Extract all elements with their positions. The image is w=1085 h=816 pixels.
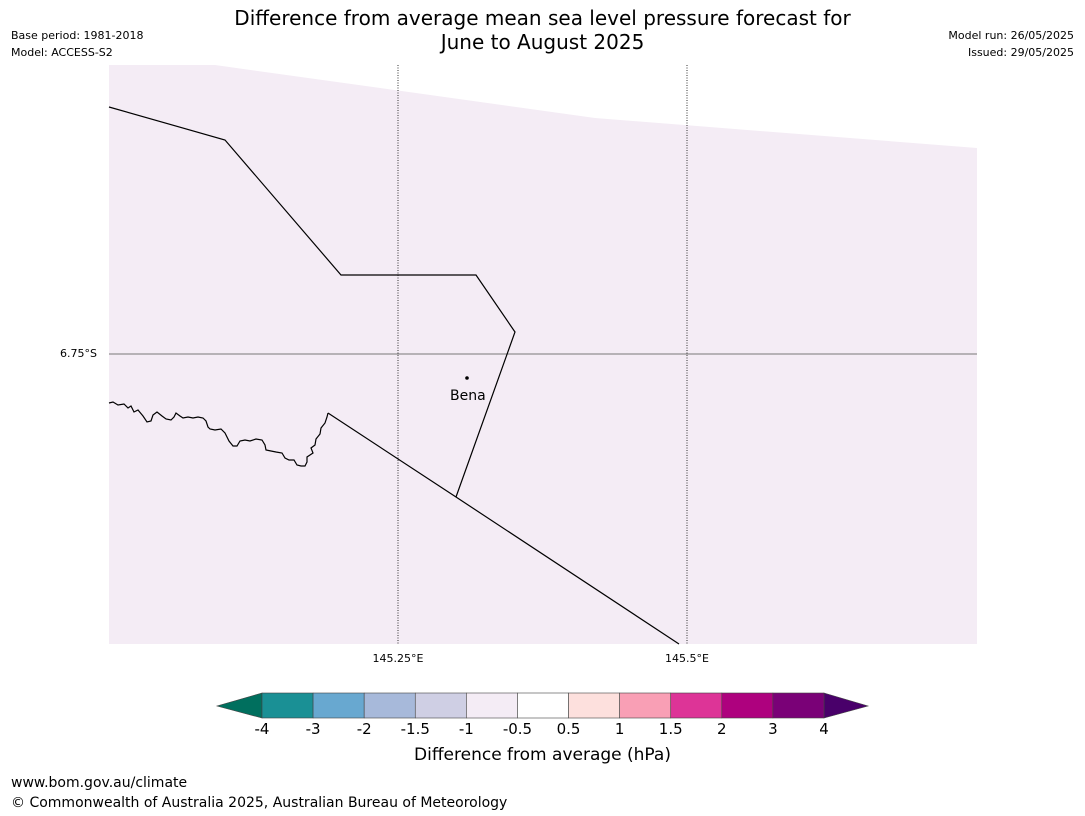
lat-label: 6.75°S: [60, 347, 97, 360]
river-coastline: [108, 401, 329, 467]
colorbar-segment: [414, 692, 467, 719]
colorbar-under-arrow: [215, 692, 263, 719]
issued-date: Issued: 29/05/2025: [967, 46, 1074, 59]
colorbar-tick-label: -2: [356, 720, 372, 738]
model-name: Model: ACCESS-S2: [11, 46, 113, 59]
chart-title: Difference from average mean sea level p…: [0, 6, 1085, 54]
base-period: Base period: 1981-2018: [11, 29, 144, 42]
colorbar-tick-label: 4: [819, 720, 829, 738]
colorbar-segment: [772, 692, 825, 719]
colorbar-segment: [517, 692, 569, 719]
colorbar-tick-label: -3: [305, 720, 321, 738]
colorbar: [215, 692, 870, 719]
colorbar-tick-label: 1: [614, 720, 625, 738]
colorbar-tick-label: 3: [768, 720, 778, 738]
colorbar-segment: [363, 692, 416, 719]
colorbar-tick-label: -1: [458, 720, 474, 738]
colorbar-tick-label: 0.5: [556, 720, 581, 738]
colorbar-segment: [261, 692, 314, 719]
lon-label-145-5: 145.5°E: [665, 652, 709, 665]
colorbar-tick-label: 1.5: [658, 720, 683, 738]
colorbar-tick-label: -1.5: [400, 720, 430, 738]
colorbar-segment: [670, 692, 723, 719]
colorbar-tick-label: -0.5: [502, 720, 533, 738]
footer-url[interactable]: www.bom.gov.au/climate: [11, 775, 188, 791]
colorbar-segment: [466, 692, 518, 719]
footer-copyright: © Commonwealth of Australia 2025, Austra…: [11, 795, 508, 811]
colorbar-segment: [619, 692, 672, 719]
model-run: Model run: 26/05/2025: [948, 29, 1074, 42]
boundary-line-north: [108, 106, 516, 498]
colorbar-tick-label: 2: [717, 720, 727, 738]
lon-label-145-25: 145.25°E: [372, 652, 424, 665]
title-line-1: Difference from average mean sea level p…: [234, 6, 851, 30]
colorbar-segment: [568, 692, 620, 719]
place-label-bena: Bena: [450, 388, 486, 404]
place-marker: [465, 376, 469, 380]
colorbar-segment: [721, 692, 774, 719]
colorbar-segment: [312, 692, 365, 719]
title-line-2: June to August 2025: [440, 30, 645, 54]
boundary-line-south: [327, 412, 680, 645]
meta-right: Model run: 26/05/2025 Issued: 29/05/2025: [948, 27, 1074, 61]
colorbar-over-arrow: [823, 692, 870, 719]
colorbar-title: Difference from average (hPa): [414, 745, 671, 765]
colorbar-tick-label: -4: [254, 720, 270, 738]
meta-left: Base period: 1981-2018 Model: ACCESS-S2: [11, 27, 143, 61]
